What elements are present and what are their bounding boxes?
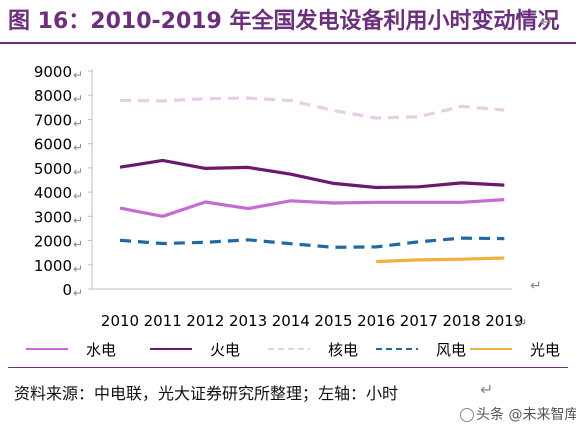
series-line-2 <box>119 158 505 190</box>
x-tick-label: 2010 <box>101 312 139 330</box>
x-tick-label: 2013 <box>229 312 267 330</box>
return-mark: ↵ <box>540 12 554 31</box>
legend-label-3: 核电 <box>328 341 358 359</box>
watermark-icon <box>460 408 474 422</box>
return-mark: ↵ <box>73 238 83 252</box>
y-tick-label: 5000 <box>34 160 72 178</box>
series-line-1 <box>119 198 505 218</box>
y-tick-label: 4000 <box>34 184 72 202</box>
return-mark: ↵ <box>73 68 83 82</box>
y-tick-label: 3000 <box>34 208 72 226</box>
return-mark: ↵ <box>73 92 83 106</box>
legend-label-2: 火电 <box>210 341 240 359</box>
x-tick-label: 2015 <box>314 312 352 330</box>
y-tick-label: 9000 <box>34 63 72 81</box>
y-tick-label: 6000 <box>34 136 72 154</box>
title-rule <box>0 42 576 44</box>
x-tick-label: 2012 <box>186 312 224 330</box>
legend-label-4: 风电 <box>436 341 466 359</box>
source-note: 资料来源：中电联，光大证券研究所整理；左轴：小时 <box>14 384 399 403</box>
legend-label-1: 水电 <box>86 341 116 359</box>
y-tick-label: 7000 <box>34 111 72 129</box>
x-tick-label: 2017 <box>400 312 438 330</box>
watermark: 头条 @未来智库 <box>458 404 576 424</box>
return-mark: ↵ <box>73 262 83 276</box>
y-tick-label: 8000 <box>34 87 72 105</box>
return-mark: ↵ <box>73 189 83 203</box>
x-tick-label: 2014 <box>272 312 310 330</box>
return-mark: ↵ <box>480 380 494 399</box>
return-mark: ↵ <box>73 116 83 130</box>
y-tick-label: 2000 <box>34 233 72 251</box>
x-tick-label: 2011 <box>144 312 182 330</box>
x-tick-label: 2019 <box>485 312 523 330</box>
y-tick-label: 0 <box>62 281 72 299</box>
series-line-3 <box>119 96 505 120</box>
return-mark: ↵ <box>530 278 542 294</box>
return-mark: ↵ <box>73 286 83 300</box>
line-chart: 0 ↵1000 ↵2000 ↵3000 ↵4000 ↵5000 ↵6000 ↵7000 ↵800… <box>26 63 560 359</box>
x-tick-label: 2016 <box>357 312 395 330</box>
y-tick-label: 1000 <box>34 257 72 275</box>
return-mark: ↵ <box>73 213 83 227</box>
return-mark: ↵ <box>73 141 83 155</box>
return-mark: ↵ <box>73 165 83 179</box>
legend-label-5: 光电 <box>530 341 560 359</box>
series-line-4 <box>119 236 505 249</box>
watermark-text: 头条 @未来智库 <box>476 407 576 423</box>
source-rule <box>8 367 568 368</box>
return-mark: ↵ <box>516 316 528 332</box>
series-line-5 <box>376 256 505 264</box>
x-tick-label: 2018 <box>443 312 481 330</box>
page-title: 图 16：2010-2019 年全国发电设备利用小时变动情况 <box>8 9 560 34</box>
